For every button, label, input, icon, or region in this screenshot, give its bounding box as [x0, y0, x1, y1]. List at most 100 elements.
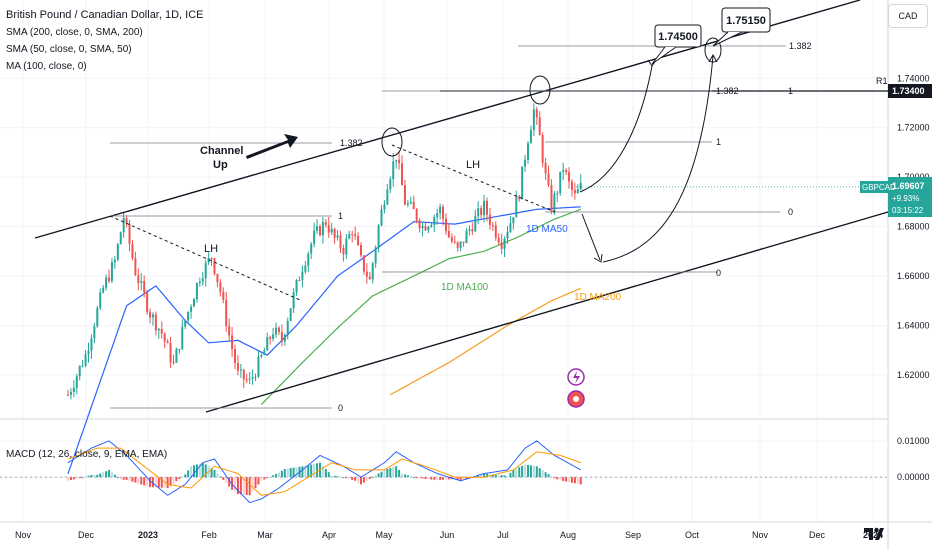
lh-left-line	[109, 215, 301, 301]
target-label: 1.75150	[726, 15, 766, 27]
top-circle	[381, 127, 403, 157]
candle-body	[251, 376, 254, 379]
macd-histogram-bar	[72, 477, 75, 480]
candle-body	[409, 201, 412, 204]
candle-body	[222, 291, 225, 300]
macd-histogram-bar	[181, 476, 184, 478]
macd-histogram-bar	[365, 477, 368, 481]
candle-body	[116, 244, 119, 260]
candle-body	[292, 292, 295, 309]
arrowhead-icon	[708, 53, 718, 63]
candle-body	[272, 334, 275, 339]
macd-histogram-bar	[459, 477, 462, 481]
macd-histogram-bar	[239, 477, 242, 495]
macd-histogram-bar	[90, 474, 93, 478]
price-tag	[888, 177, 932, 217]
fib-label: 1.382	[716, 86, 739, 96]
candle-body	[506, 232, 509, 239]
candle-body	[541, 135, 544, 163]
macd-histogram-bar	[166, 477, 169, 489]
candle-body	[336, 235, 339, 238]
candle-body	[137, 274, 140, 283]
macd-histogram-bar	[222, 477, 225, 480]
flash-icon	[573, 371, 580, 384]
macd-histogram-bar	[157, 477, 160, 488]
candle-body	[377, 225, 380, 248]
r1-label: R1	[876, 76, 888, 86]
candle-body	[579, 182, 582, 190]
macd-histogram-bar	[75, 477, 78, 479]
macd-histogram-bar	[506, 475, 509, 478]
indicator-ma100[interactable]: MA (100, close, 0)	[6, 61, 87, 72]
candle-body	[99, 292, 102, 309]
candle-body	[339, 235, 342, 248]
target-box	[654, 24, 702, 48]
candle-body	[257, 356, 260, 377]
candle-body	[512, 217, 515, 224]
macd-histogram-bar	[234, 477, 237, 492]
macd-histogram-bar	[453, 477, 456, 479]
candle-body	[192, 299, 195, 307]
macd-histogram-bar	[213, 469, 216, 478]
candle-body	[418, 220, 421, 229]
candle-body	[389, 179, 392, 190]
indicator-sma50[interactable]: SMA (50, close, 0, SMA, 50)	[6, 44, 132, 55]
candle-body	[327, 224, 330, 233]
macd-histogram-bar	[272, 475, 275, 478]
candle-body	[471, 229, 474, 232]
candle-body	[494, 225, 497, 238]
candle-body	[535, 109, 538, 118]
candle-body	[151, 314, 154, 318]
macd-histogram-bar	[286, 468, 289, 478]
earnings-dot-icon	[573, 396, 579, 402]
candle-body	[553, 193, 556, 212]
macd-histogram-bar	[342, 477, 345, 479]
candle-body	[333, 228, 336, 238]
candle-body	[67, 394, 69, 396]
candle-body	[160, 328, 163, 334]
candle-body	[310, 244, 313, 254]
channel-up-label: Channel	[200, 145, 243, 157]
macd-histogram-bar	[184, 474, 187, 478]
macd-histogram-bar	[260, 477, 263, 481]
macd-histogram-bar	[412, 477, 415, 479]
candle-body	[149, 311, 152, 318]
callout-pointer	[712, 31, 743, 47]
macd-histogram-bar	[491, 474, 494, 478]
macd-histogram-bar	[321, 465, 324, 478]
candle-body	[412, 201, 415, 210]
macd-histogram-bar	[119, 477, 122, 480]
macd-histogram-bar	[483, 473, 486, 478]
symbol-tag: GBPCAD	[862, 183, 896, 192]
candle-body	[108, 277, 111, 282]
macd-histogram-bar	[477, 475, 480, 478]
macd-histogram-bar	[154, 477, 157, 488]
currency-button[interactable]: CAD	[888, 4, 928, 28]
macd-histogram-bar	[195, 464, 198, 478]
macd-histogram-bar	[368, 477, 371, 479]
macd-histogram-bar	[524, 464, 527, 478]
macd-histogram-bar	[392, 467, 395, 478]
macd-histogram-bar	[348, 477, 351, 479]
candle-body	[395, 159, 398, 162]
candle-body	[544, 162, 547, 174]
indicator-sma200[interactable]: SMA (200, close, 0, SMA, 200)	[6, 27, 143, 38]
candle-body	[360, 245, 362, 256]
candle-body	[245, 379, 248, 381]
candle-body	[433, 217, 436, 225]
price-axis: 1.740001.720001.700001.680001.660001.640…	[860, 73, 932, 482]
candle-body	[565, 170, 568, 173]
macd-histogram-bar	[570, 477, 573, 483]
macd-histogram-bar	[395, 466, 398, 478]
macd-histogram-bar	[509, 472, 512, 478]
macd-histogram-bar	[424, 477, 427, 479]
macd-legend[interactable]: MACD (12, 26, close, 9, EMA, EMA)	[6, 449, 168, 460]
candle-body	[447, 231, 450, 238]
candle-body	[459, 241, 462, 248]
candle-body	[90, 338, 93, 351]
macd-histogram-bar	[447, 477, 450, 480]
candle-body	[93, 326, 96, 339]
macd-histogram-bar	[544, 472, 547, 478]
ma200-line	[390, 287, 582, 396]
